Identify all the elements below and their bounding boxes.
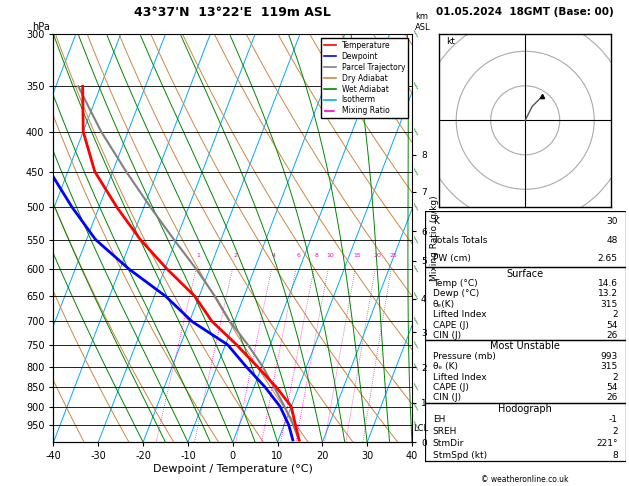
Text: 2: 2	[612, 427, 618, 436]
Text: 8: 8	[314, 253, 318, 258]
Text: /: /	[413, 265, 421, 273]
Text: km
ASL: km ASL	[415, 12, 431, 32]
Text: Lifted Index: Lifted Index	[433, 310, 486, 319]
Text: 2: 2	[233, 253, 237, 258]
Text: 993: 993	[601, 352, 618, 361]
Text: 6: 6	[296, 253, 300, 258]
Text: /: /	[413, 235, 421, 244]
Text: 4: 4	[272, 253, 276, 258]
Text: K: K	[433, 217, 438, 226]
Text: CAPE (J): CAPE (J)	[433, 383, 469, 392]
Text: /: /	[413, 82, 421, 90]
Text: SREH: SREH	[433, 427, 457, 436]
Text: 20: 20	[373, 253, 381, 258]
Text: 2: 2	[612, 310, 618, 319]
Text: 15: 15	[353, 253, 361, 258]
Text: EH: EH	[433, 415, 445, 424]
Text: /: /	[413, 292, 421, 300]
Text: /: /	[413, 167, 421, 176]
Text: 30: 30	[606, 217, 618, 226]
Text: 315: 315	[601, 362, 618, 371]
Text: /: /	[413, 127, 421, 136]
Text: /: /	[413, 421, 421, 429]
Text: 43°37'N  13°22'E  119m ASL: 43°37'N 13°22'E 119m ASL	[135, 6, 331, 19]
Text: θₑ(K): θₑ(K)	[433, 300, 455, 309]
Text: 14.6: 14.6	[598, 279, 618, 288]
Text: CAPE (J): CAPE (J)	[433, 321, 469, 330]
Text: Most Unstable: Most Unstable	[490, 341, 560, 351]
Text: kt: kt	[446, 37, 455, 46]
Text: 48: 48	[606, 236, 618, 245]
Text: Totals Totals: Totals Totals	[433, 236, 487, 245]
Text: Dewp (°C): Dewp (°C)	[433, 289, 479, 298]
Text: 01.05.2024  18GMT (Base: 00): 01.05.2024 18GMT (Base: 00)	[437, 7, 614, 17]
Text: /: /	[413, 317, 421, 326]
Text: CIN (J): CIN (J)	[433, 331, 461, 340]
Text: Hodograph: Hodograph	[498, 404, 552, 414]
X-axis label: Dewpoint / Temperature (°C): Dewpoint / Temperature (°C)	[153, 464, 313, 474]
Text: 315: 315	[601, 300, 618, 309]
Text: 13.2: 13.2	[598, 289, 618, 298]
Text: /: /	[413, 363, 421, 371]
Text: LCL: LCL	[413, 424, 428, 433]
Text: CIN (J): CIN (J)	[433, 393, 461, 402]
Text: 2.65: 2.65	[598, 255, 618, 263]
Text: 8: 8	[612, 451, 618, 460]
Text: 1: 1	[197, 253, 201, 258]
Text: 26: 26	[606, 393, 618, 402]
Text: Lifted Index: Lifted Index	[433, 373, 486, 382]
Text: 10: 10	[326, 253, 334, 258]
Text: hPa: hPa	[33, 21, 50, 32]
Text: PW (cm): PW (cm)	[433, 255, 470, 263]
Text: 54: 54	[606, 383, 618, 392]
Text: 221°: 221°	[596, 439, 618, 448]
Text: Temp (°C): Temp (°C)	[433, 279, 477, 288]
Text: /: /	[413, 341, 421, 349]
Text: 25: 25	[389, 253, 397, 258]
Text: Surface: Surface	[506, 269, 544, 278]
Text: /: /	[413, 383, 421, 391]
Text: /: /	[413, 30, 421, 38]
Text: StmSpd (kt): StmSpd (kt)	[433, 451, 487, 460]
Text: StmDir: StmDir	[433, 439, 464, 448]
Text: -1: -1	[609, 415, 618, 424]
Text: 2: 2	[612, 373, 618, 382]
Y-axis label: Mixing Ratio (g/kg): Mixing Ratio (g/kg)	[430, 195, 438, 281]
Text: 54: 54	[606, 321, 618, 330]
Text: © weatheronline.co.uk: © weatheronline.co.uk	[481, 474, 569, 484]
Text: θₑ (K): θₑ (K)	[433, 362, 458, 371]
Text: 26: 26	[606, 331, 618, 340]
Text: /: /	[413, 402, 421, 411]
Text: /: /	[413, 203, 421, 211]
Legend: Temperature, Dewpoint, Parcel Trajectory, Dry Adiabat, Wet Adiabat, Isotherm, Mi: Temperature, Dewpoint, Parcel Trajectory…	[321, 38, 408, 119]
Text: Pressure (mb): Pressure (mb)	[433, 352, 496, 361]
